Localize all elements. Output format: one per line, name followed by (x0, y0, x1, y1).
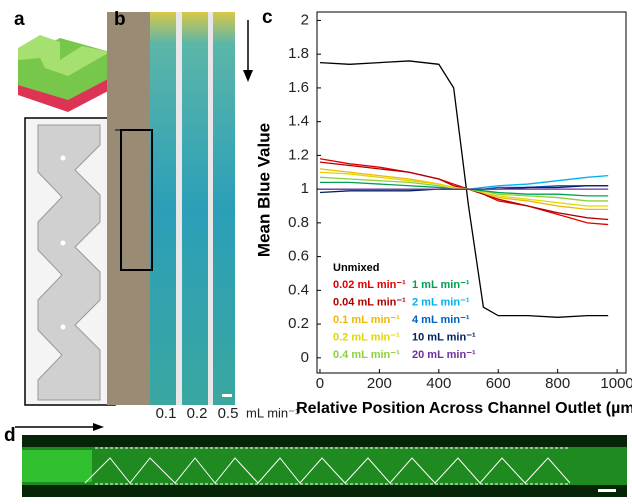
y-tick-label: 1.6 (288, 79, 309, 96)
legend-label: 0.2 mL min⁻¹ (333, 331, 400, 343)
x-tick-label: 0 (316, 375, 324, 392)
legend-label: Unmixed (333, 262, 379, 274)
panel-d-micrograph (15, 423, 627, 497)
legend-label: 4 mL min⁻¹ (412, 314, 470, 326)
legend-label: 0.4 mL min⁻¹ (333, 349, 400, 361)
flow-unit: mL min⁻¹ (246, 405, 300, 420)
panel-a-illustration (18, 35, 116, 406)
flow-rate-label: 0.5 (218, 405, 239, 422)
panel-b-micrograph (107, 12, 253, 405)
flow-rate-label: 0.1 (156, 405, 177, 422)
legend-label: 20 mL min⁻¹ (412, 349, 476, 361)
panel-label: b (114, 9, 126, 30)
y-axis-label: Mean Blue Value (254, 123, 273, 257)
y-tick-label: 1.4 (288, 113, 309, 130)
y-tick-label: 0 (301, 349, 309, 366)
legend-label: 0.1 mL min⁻¹ (333, 314, 400, 326)
plot: 0 0.2 0.4 0.6 0.8 1 1.2 1.4 1.6 1.8 2 0 200 400 600 800… (288, 11, 632, 392)
y-tick-label: 1.8 (288, 45, 309, 62)
x-tick-label: 400 (426, 375, 451, 392)
flow-rate-label: 0.2 (187, 405, 208, 422)
x-tick-label: 1000 (600, 375, 632, 392)
y-tick-label: 0.8 (288, 214, 309, 231)
x-tick-label: 600 (486, 375, 511, 392)
x-tick-label: 800 (545, 375, 570, 392)
legend-label: 0.02 mL min⁻¹ (333, 279, 406, 291)
y-tick-label: 0.6 (288, 248, 309, 265)
plot-frame (316, 11, 627, 374)
legend-label: 2 mL min⁻¹ (412, 296, 470, 308)
panel-label: a (14, 9, 25, 30)
x-axis-label: Relative Position Across Channel Outlet … (296, 400, 632, 417)
panel-label: c (262, 7, 273, 28)
y-tick-label: 2 (301, 11, 309, 28)
x-tick-label: 200 (367, 375, 392, 392)
legend-label: 1 mL min⁻¹ (412, 279, 470, 291)
y-tick-label: 0.2 (288, 315, 309, 332)
series-line (319, 60, 609, 318)
y-tick-label: 1.2 (288, 146, 309, 163)
legend-label: 10 mL min⁻¹ (412, 331, 476, 343)
y-tick-label: 0.4 (288, 281, 309, 298)
legend-label: 0.04 mL min⁻¹ (333, 296, 406, 308)
panel-label: d (4, 425, 16, 446)
y-tick-label: 1 (301, 180, 309, 197)
